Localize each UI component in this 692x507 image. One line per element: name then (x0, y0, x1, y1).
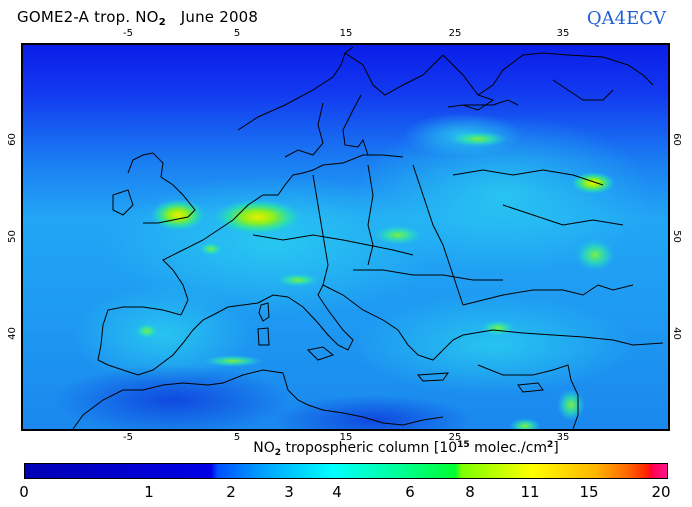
longitude-tick-label: -5 (123, 432, 133, 443)
longitude-tick-label: 5 (233, 28, 241, 39)
colorbar-tick-label: 3 (284, 483, 294, 501)
hotspot-cairo (509, 418, 541, 429)
colorbar-title-end: ] (553, 440, 559, 456)
colorbar-title-units-sup: 2 (547, 440, 554, 450)
brand-label: QA4ECV (586, 8, 666, 29)
colorbar-tick-label: 4 (332, 483, 342, 501)
title-date: June 2008 (180, 8, 259, 26)
colorbar-tick-label: 8 (465, 483, 475, 501)
map-frame (21, 43, 670, 431)
hotspot-po-valley (276, 273, 320, 287)
colorbar-tick-label: 6 (405, 483, 415, 501)
longitude-tick-label: 15 (339, 432, 353, 443)
longitude-tick-label: 35 (556, 28, 570, 39)
colorbar-tick-label: 11 (520, 483, 540, 501)
hotspot-madrid (135, 323, 159, 339)
colorbar (24, 463, 668, 479)
coastlines (72, 46, 664, 429)
colorbar-title-sub: 2 (274, 448, 281, 458)
colorbar-tick-label: 2 (226, 483, 236, 501)
hotspot-st-petersburg (448, 131, 508, 147)
latitude-tick-label: 60 (6, 133, 18, 146)
no2-map (23, 45, 668, 429)
latitude-tick-label: 60 (670, 133, 682, 146)
longitude-tick-label: 15 (339, 28, 353, 39)
colorbar-tick-label: 15 (579, 483, 599, 501)
title-prefix: GOME2-A trop. NO (17, 8, 159, 26)
title-subscript: 2 (158, 17, 166, 28)
colorbar-tick-label: 1 (144, 483, 154, 501)
colorbar-tick-label: 20 (651, 483, 671, 501)
latitude-tick-label: 50 (670, 230, 682, 243)
longitude-tick-label: 5 (233, 432, 241, 443)
hotspot-israel (557, 389, 585, 421)
hotspot-benelux (213, 199, 303, 235)
colorbar-title: NO2 tropospheric column [1015 molec./cm2… (0, 440, 692, 458)
latitude-tick-label: 40 (670, 327, 682, 340)
colorbar-title-units: molec./cm (469, 440, 548, 456)
latitude-tick-label: 40 (6, 327, 18, 340)
longitude-tick-label: -5 (123, 28, 133, 39)
colorbar-title-prefix: NO (253, 440, 275, 456)
colorbar-title-sup: 15 (457, 440, 470, 450)
hotspot-paris (199, 242, 223, 256)
longitude-tick-label: 25 (448, 28, 462, 39)
hotspot-istanbul (480, 320, 516, 336)
hotspot-london (150, 199, 206, 231)
colorbar-tick-label: 0 (19, 483, 29, 501)
latitude-tick-label: 50 (6, 230, 18, 243)
map-title: GOME2-A trop. NO2 June 2008 (17, 8, 258, 28)
hotspot-donbass (575, 239, 615, 271)
longitude-tick-label: 25 (448, 432, 462, 443)
colorbar-title-middle: tropospheric column [10 (281, 440, 458, 456)
hotspot-moscow (571, 172, 615, 194)
longitude-tick-label: 35 (556, 432, 570, 443)
